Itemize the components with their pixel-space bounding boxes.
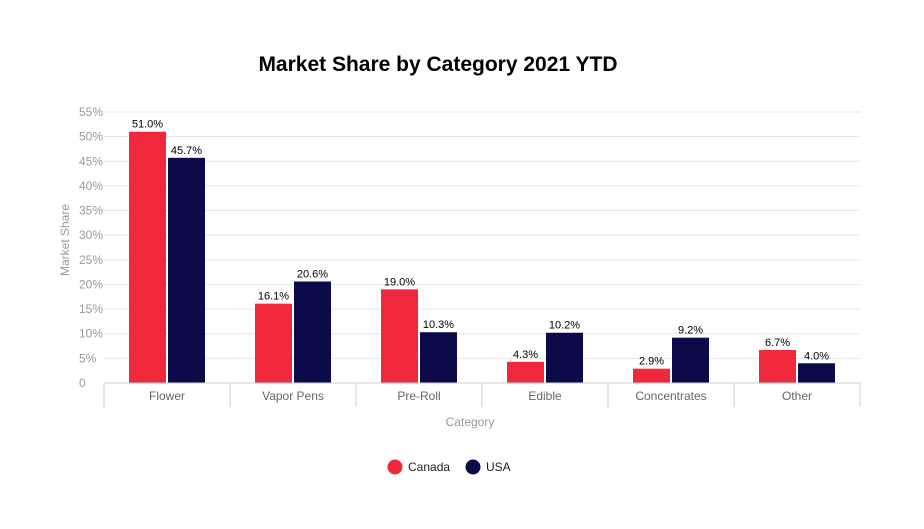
bars: 51.0% 45.7% 16.1% 20.6% 19.0% 10.3% 4.3% 10.2% 2… [129, 119, 835, 383]
data-label: 19.0% [384, 276, 415, 288]
data-label: 10.2% [549, 320, 580, 332]
legend-marker[interactable] [387, 459, 403, 475]
y-tick-label: 55% [79, 105, 103, 119]
data-label: 4.3% [513, 349, 538, 361]
data-label: 6.7% [765, 337, 790, 349]
y-tick-label: 40% [79, 179, 103, 193]
data-label: 20.6% [297, 268, 328, 280]
y-tick-label: 10% [79, 327, 103, 341]
x-tick-label: Flower [149, 389, 185, 403]
bar[interactable] [672, 337, 709, 383]
y-tick-label: 0 [79, 376, 86, 390]
data-label: 51.0% [132, 119, 163, 131]
y-tick-label: 20% [79, 277, 103, 291]
bar[interactable] [420, 332, 457, 383]
bar[interactable] [633, 368, 670, 383]
data-label: 45.7% [171, 145, 202, 157]
y-tick-label: 45% [79, 154, 103, 168]
bar[interactable] [255, 303, 292, 383]
x-axis-label: Category [446, 415, 495, 429]
legend[interactable]: Canada USA [387, 459, 511, 475]
legend-marker[interactable] [465, 459, 481, 475]
bar[interactable] [294, 281, 331, 383]
x-tick-label: Pre-Roll [397, 389, 440, 403]
bar[interactable] [507, 361, 544, 383]
data-label: 16.1% [258, 291, 289, 303]
legend-label[interactable]: USA [486, 460, 511, 474]
gridlines [104, 111, 860, 359]
y-axis-ticks: 0 5% 10% 15% 20% 25% 30% 35% 40% 45% 50% 55% [79, 105, 103, 390]
y-tick-label: 25% [79, 253, 103, 267]
bar[interactable] [129, 131, 166, 383]
data-label: 9.2% [678, 325, 703, 337]
chart-title: Market Share by Category 2021 YTD [258, 53, 617, 76]
bar[interactable] [546, 332, 583, 383]
y-tick-label: 5% [79, 351, 97, 365]
bar[interactable] [168, 157, 205, 383]
data-label: 4.0% [804, 350, 829, 362]
y-tick-label: 30% [79, 228, 103, 242]
y-tick-label: 35% [79, 204, 103, 218]
y-axis-label: Market Share [58, 204, 72, 276]
x-tick-label: Other [782, 389, 812, 403]
bar[interactable] [798, 363, 835, 383]
legend-label[interactable]: Canada [408, 460, 450, 474]
data-label: 2.9% [639, 356, 664, 368]
x-tick-label: Concentrates [635, 389, 706, 403]
x-axis: Flower Vapor Pens Pre-Roll Edible Concentrat… [103, 382, 861, 407]
x-tick-label: Edible [528, 389, 562, 403]
y-tick-label: 15% [79, 302, 103, 316]
bar[interactable] [381, 289, 418, 383]
bar[interactable] [759, 349, 796, 383]
x-tick-label: Vapor Pens [262, 389, 324, 403]
data-label: 10.3% [423, 319, 454, 331]
y-tick-label: 50% [79, 130, 103, 144]
